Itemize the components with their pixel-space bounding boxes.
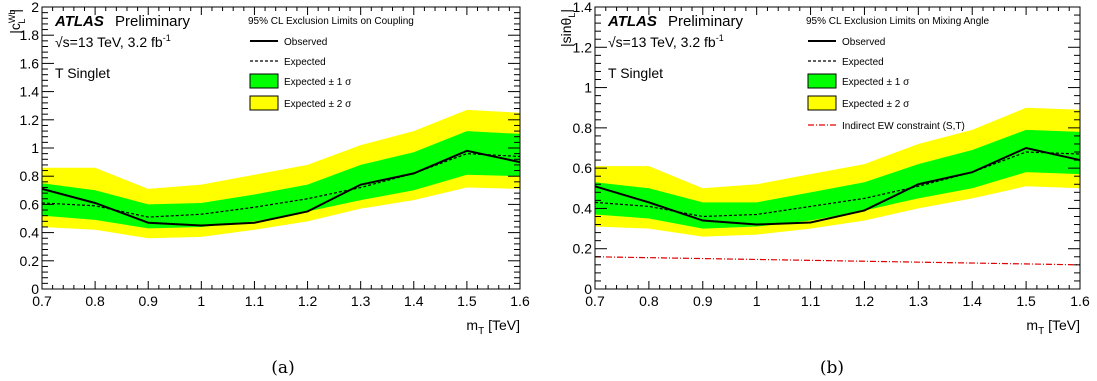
legend-band2-swatch <box>807 95 837 111</box>
legend-band1-swatch <box>249 73 279 89</box>
y-tick-label: 0 <box>31 281 39 297</box>
y-axis-label: |cWbL | <box>7 9 27 34</box>
x-tick-label: 0.7 <box>585 293 605 309</box>
legend-title: 95% CL Exclusion Limits on Coupling <box>248 16 414 27</box>
ew-constraint-line <box>594 256 1081 266</box>
status-label: Preliminary <box>115 13 191 30</box>
y-axis-label-end: | <box>7 9 23 13</box>
y-tick-label: 0.2 <box>20 253 40 269</box>
x-tick-label: 1.1 <box>245 293 265 309</box>
x-axis-label-unit: [TeV] <box>1044 317 1080 333</box>
panel-caption: (a) <box>271 358 294 378</box>
band-1sigma <box>42 131 520 229</box>
x-tick-label: 1.2 <box>855 293 875 309</box>
x-tick-label: 1.5 <box>1016 293 1036 309</box>
legend-expected-label: Expected <box>284 57 326 68</box>
x-tick-label: 0.7 <box>32 293 52 309</box>
observed-line <box>594 146 1081 226</box>
chart-b: 0.7 0.8 0.9 1 1.1 1.2 1.3 1.4 1.5 1.6 0 0.2 0.4 0.6 0.… <box>558 0 1090 378</box>
y-tick-label: 1.2 <box>573 39 593 55</box>
y-tick-label: 0 <box>584 281 592 297</box>
y-tick-label: 0.8 <box>20 168 40 184</box>
y-axis-label-main: |c <box>7 23 23 34</box>
x-tick-label: 1.4 <box>404 293 424 309</box>
energy-label: √s=13 TeV, 3.2 fb-1 <box>55 33 171 50</box>
y-axis-label-sub: L <box>17 19 27 24</box>
legend-band2-label: Expected ± 2 σ <box>842 99 910 110</box>
x-axis-label-sub: T <box>478 326 484 337</box>
y-axis-label: |sinθL| <box>558 9 577 47</box>
legend-observed-label: Observed <box>842 37 885 48</box>
y-axis-label-end: | <box>558 9 574 13</box>
y-tick-label: 2 <box>31 0 39 15</box>
band-1sigma <box>595 129 1080 229</box>
x-tick-label: 0.8 <box>85 293 105 309</box>
x-axis-label-main: m <box>466 317 478 333</box>
y-tick-label: 1.6 <box>20 55 40 71</box>
status-label: Preliminary <box>668 13 744 30</box>
energy-label-sup: -1 <box>716 33 724 43</box>
x-tick-label: 1.6 <box>1070 293 1090 309</box>
plot-frame <box>594 6 1081 290</box>
x-tick-label: 1.3 <box>909 293 929 309</box>
x-tick-label: 1.1 <box>801 293 821 309</box>
model-label: T Singlet <box>55 65 110 81</box>
y-tick-label: 0.4 <box>20 225 40 241</box>
y-tick-label: 1 <box>31 140 39 156</box>
y-tick-label: 0.8 <box>573 120 593 136</box>
y-tick-label: 1.8 <box>20 27 40 43</box>
y-tick-label: 0.6 <box>20 196 40 212</box>
legend-observed-label: Observed <box>284 37 327 48</box>
chart-panel-a: 0.7 0.8 0.9 1 1.1 1.2 1.3 1.4 1.5 1.6 0 0.2 0.4 0.6 0.… <box>0 0 548 381</box>
chart-a: 0.7 0.8 0.9 1 1.1 1.2 1.3 1.4 1.5 1.6 0 0.2 0.4 0.6 0.… <box>7 0 530 378</box>
x-tick-label: 1.4 <box>962 293 982 309</box>
x-tick-label: 0.8 <box>639 293 659 309</box>
y-tick-label: 0.4 <box>573 200 593 216</box>
experiment-label: ATLAS <box>54 13 104 30</box>
legend-expected-label: Expected <box>842 57 884 68</box>
y-tick-label: 1.4 <box>573 0 593 15</box>
y-tick-label: 1.2 <box>20 112 40 128</box>
legend-band1-swatch <box>807 73 837 89</box>
x-tick-label: 1 <box>197 293 205 309</box>
y-tick-label: 1 <box>584 80 592 96</box>
y-axis-label-sup: Wb <box>7 10 17 24</box>
observed-line <box>41 149 521 227</box>
x-tick-label: 1.6 <box>510 293 530 309</box>
experiment-label: ATLAS <box>607 13 657 30</box>
x-axis-label-main: m <box>1026 317 1038 333</box>
x-tick-label: 0.9 <box>693 293 713 309</box>
legend-band1-label: Expected ± 1 σ <box>284 77 352 88</box>
x-tick-label: 1.3 <box>351 293 371 309</box>
energy-label-sup: -1 <box>163 33 171 43</box>
legend-title: 95% CL Exclusion Limits on Mixing Angle <box>806 16 989 27</box>
energy-label: √s=13 TeV, 3.2 fb-1 <box>608 33 724 50</box>
legend-band1-label: Expected ± 1 σ <box>842 77 910 88</box>
y-tick-label: 1.4 <box>20 84 40 100</box>
y-axis-label-sub: L <box>567 13 577 18</box>
y-tick-label: 0.2 <box>573 241 593 257</box>
legend-ew-label: Indirect EW constraint (S,T) <box>842 121 965 132</box>
x-tick-label: 1.2 <box>298 293 318 309</box>
chart-panel-b: 0.7 0.8 0.9 1 1.1 1.2 1.3 1.4 1.5 1.6 0 0.2 0.4 0.6 0.… <box>549 0 1097 381</box>
energy-label-main: √s=13 TeV, 3.2 fb <box>608 34 716 50</box>
x-tick-label: 0.9 <box>138 293 158 309</box>
x-axis-label: mT [TeV] <box>466 317 520 337</box>
y-tick-label: 0.6 <box>573 160 593 176</box>
legend-band2-swatch <box>249 95 279 111</box>
x-axis-label-unit: [TeV] <box>484 317 520 333</box>
energy-label-main: √s=13 TeV, 3.2 fb <box>55 34 163 50</box>
model-label: T Singlet <box>608 65 663 81</box>
panel-caption: (b) <box>820 358 844 378</box>
x-axis-label-sub: T <box>1038 326 1044 337</box>
legend-band2-label: Expected ± 2 σ <box>284 99 352 110</box>
x-tick-label: 1.5 <box>457 293 477 309</box>
x-tick-label: 1 <box>753 293 761 309</box>
y-axis-label-main: |sinθ <box>558 17 574 47</box>
x-axis-label: mT [TeV] <box>1026 317 1080 337</box>
expected-line <box>41 153 521 218</box>
